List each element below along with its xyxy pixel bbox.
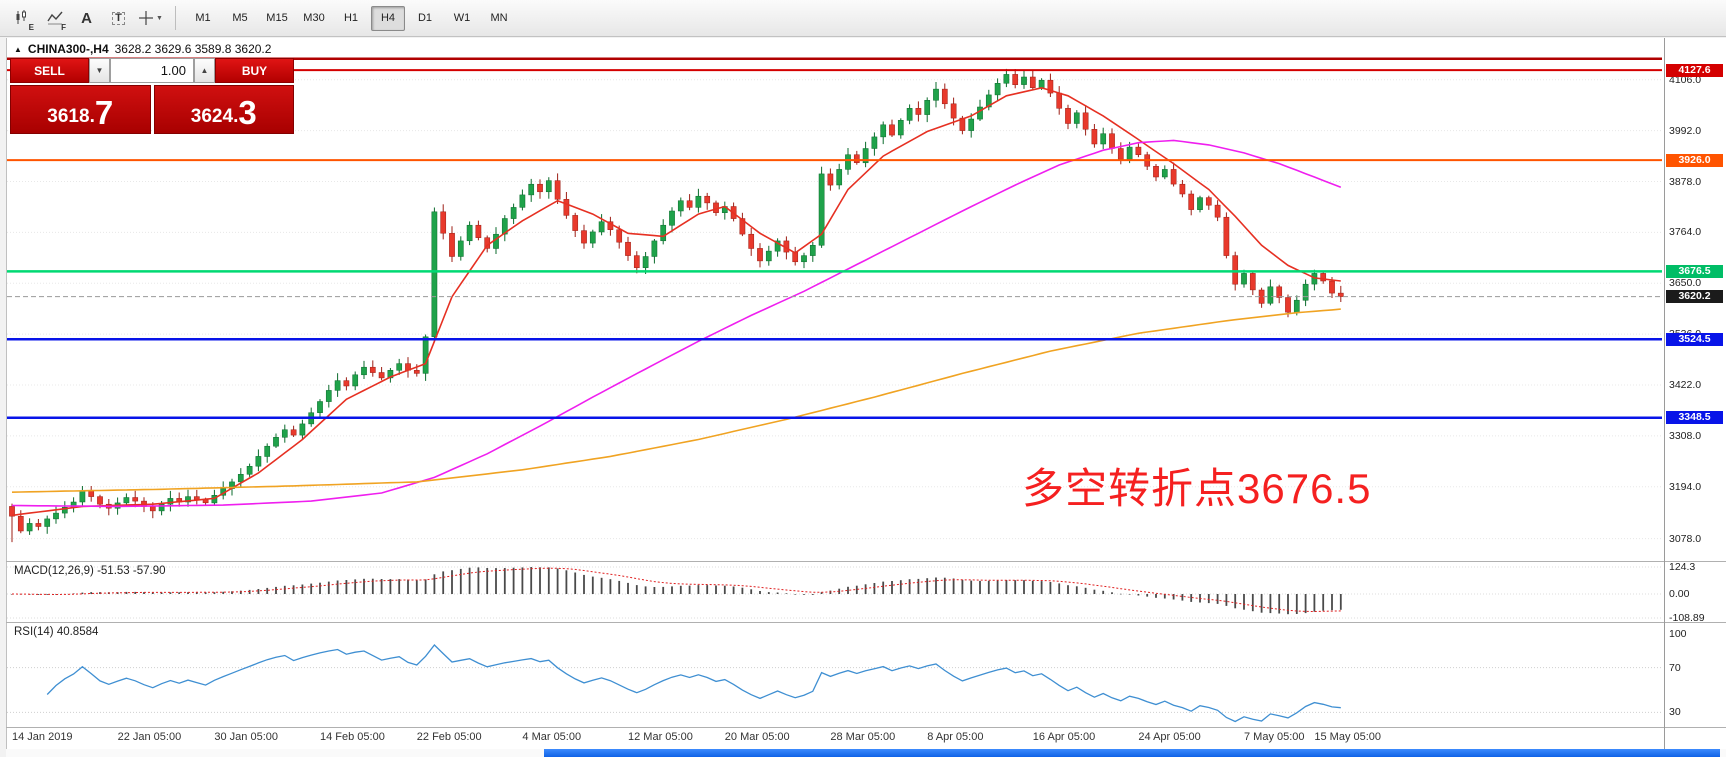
price-axis-label: 3308.0 [1669,429,1702,442]
rsi-axis-label: 100 [1669,628,1687,640]
symbol-label: CHINA300-,H4 [27,42,109,56]
bid-price-box[interactable]: 3618. 7 [10,85,151,134]
time-axis-label: 12 Mar 05:00 [628,731,693,743]
toolbar-separator [175,6,176,30]
time-axis-label: 22 Feb 05:00 [416,731,482,743]
support-line-3348-badge: 3348.5 [1666,411,1723,425]
support-line-3524-badge: 3524.5 [1666,332,1723,346]
resistance-line-3926-badge: 3926.0 [1666,153,1723,167]
time-axis-label: 15 May 05:00 [1314,731,1382,743]
chart-header: ▲ CHINA300-,H4 3628.2 3629.6 3589.8 3620… [14,42,271,56]
rsi-axis-label: 30 [1669,706,1681,719]
collapse-triangle-icon[interactable]: ▲ [14,44,22,54]
bid-price-big-digit: 7 [94,93,114,131]
rsi-line [46,644,1341,723]
candlestick-chart-icon [16,10,26,24]
time-axis-label: 28 Mar 05:00 [830,731,896,743]
price-axis-label: 3422.0 [1669,379,1702,391]
one-click-trade-panel: SELL ▼ ▲ BUY 3618. 7 3624. 3 [10,58,294,134]
price-axis-label: 4106.0 [1669,73,1702,86]
volume-increase-button[interactable]: ▲ [194,58,215,83]
resistance-line-4127-badge: 4127.6 [1666,63,1723,77]
timeframe-button-d1[interactable]: D1 [417,12,433,24]
indicators-icon-sub: F [61,22,66,32]
ma-mid-magenta[interactable] [11,139,1342,508]
volume-input[interactable] [110,58,194,83]
price-axis-label: 3078.0 [1669,532,1702,545]
price-axis[interactable]: 4106.03992.03878.03764.03650.03536.03422… [1666,38,1726,750]
time-axis[interactable]: 14 Jan 2019 22 Jan 05:00 30 Jan 05:00 14 Fe… [6,731,1662,749]
timeframe-toolbar: M1 M5 M15 M30 H1 H4 D1 W1 MN [186,5,516,31]
macd-signal-line [11,567,1341,613]
macd-axis-label: -108.89 [1669,612,1705,624]
crosshair-dropdown-caret[interactable]: ▼ [156,14,163,22]
trade-panel-row1: SELL ▼ ▲ BUY [10,58,294,83]
buy-button[interactable]: BUY [215,58,294,83]
chart-annotation[interactable]: 多空转折点3676.5 [1022,465,1372,512]
time-axis-label: 14 Jan 2019 [12,731,73,743]
volume-decrease-button[interactable]: ▼ [89,58,110,83]
ma-slow-orange[interactable] [11,308,1341,493]
ohlc-values: 3628.2 3629.6 3589.8 3620.2 [114,42,272,56]
price-axis-label: 3878.0 [1669,175,1702,188]
crosshair-tool-icon[interactable]: ▼ [136,4,165,33]
pivot-line-3676-badge: 3676.5 [1666,264,1723,278]
timeframe-button-m1[interactable]: M1 [195,12,211,24]
charts-icon[interactable]: E [8,4,37,33]
price-axis-label: 3650.0 [1669,277,1702,290]
timeframe-button-mn[interactable]: MN [490,12,508,24]
ask-price-big-digit: 3 [238,93,257,131]
indicator-lines-icon [46,11,63,25]
horizontal-scrollbar-thumb[interactable] [544,749,1720,757]
time-axis-label: 20 Mar 05:00 [724,731,790,743]
timeframe-button-m30[interactable]: M30 [303,12,325,24]
text-tool-icon[interactable]: A [72,4,101,33]
price-axis-label: 3764.0 [1669,226,1702,239]
timeframe-button-h4[interactable]: H4 [371,5,405,31]
text-tool-glyph: A [81,9,92,27]
time-axis-label: 22 Jan 05:00 [117,731,182,743]
time-axis-label: 14 Feb 05:00 [320,731,385,743]
ask-price-box[interactable]: 3624. 3 [153,85,294,134]
charts-icon-sub: E [28,22,34,32]
trade-panel-row2: 3618. 7 3624. 3 [10,85,294,134]
crosshair-glyph-icon [139,11,154,25]
rsi-axis-label: 70 [1669,661,1681,674]
sell-button[interactable]: SELL [10,58,89,83]
macd-axis-label: 0.00 [1669,588,1690,600]
ask-price: 3624. [190,106,239,127]
label-tool-glyph: T [112,11,125,25]
price-axis-label: 3992.0 [1669,124,1702,137]
time-axis-label: 30 Jan 05:00 [214,731,279,743]
macd-header: MACD(12,26,9) -51.53 -57.90 [14,565,166,577]
time-axis-label: 8 Apr 05:00 [927,731,984,743]
label-tool-icon[interactable]: T [104,4,133,33]
timeframe-button-w1[interactable]: W1 [453,12,471,24]
top-toolbar: E F A T ▼ M1 M5 M15 M30 H1 H4 D1 W1 MN [0,0,1726,37]
ma-fast-red[interactable] [11,86,1341,517]
timeframe-button-m15[interactable]: M15 [266,12,288,24]
rsi-header: RSI(14) 40.8584 [14,626,99,638]
timeframe-button-m5[interactable]: M5 [232,12,248,24]
time-axis-label: 16 Apr 05:00 [1032,731,1096,743]
bid-price: 3618. [47,106,95,127]
time-axis-label: 4 Mar 05:00 [522,731,582,743]
time-axis-label: 24 Apr 05:00 [1138,731,1201,743]
macd-axis-label: 124.3 [1669,561,1696,573]
price-axis-label: 3194.0 [1669,480,1702,493]
timeframe-button-h1[interactable]: H1 [343,12,359,24]
indicators-icon[interactable]: F [40,4,69,33]
current-price-line-badge: 3620.2 [1666,290,1723,304]
time-axis-label: 7 May 05:00 [1244,731,1305,743]
